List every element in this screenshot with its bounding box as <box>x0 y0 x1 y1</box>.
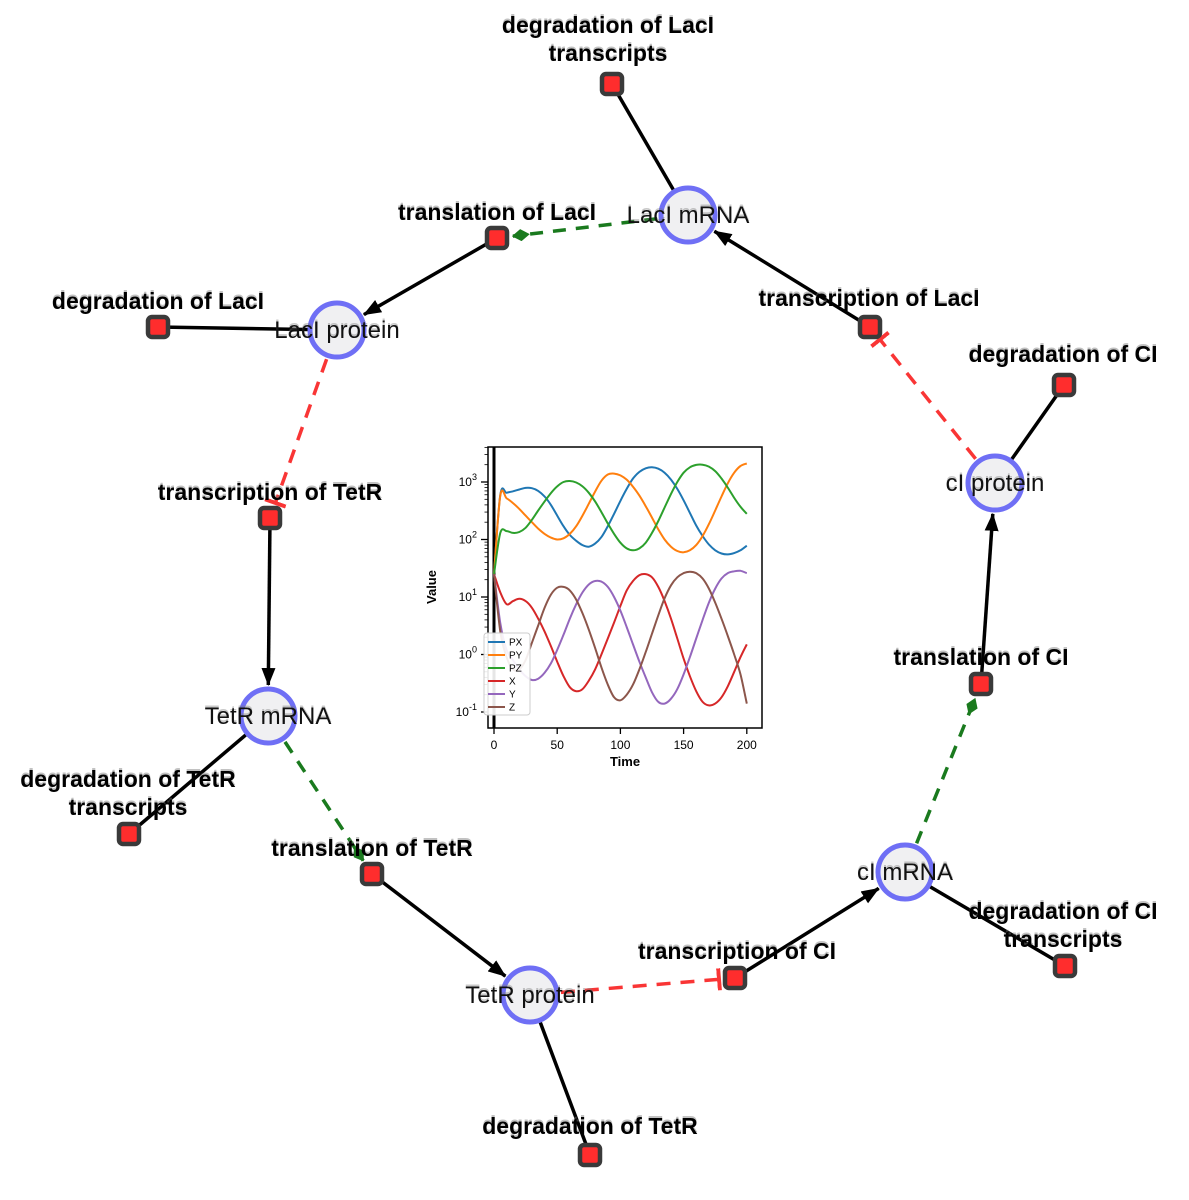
legend-label-X: X <box>509 677 516 688</box>
edge-laci-protein-inhibits-transcription-tetr <box>264 358 329 509</box>
reaction-node-deg-tetr[interactable] <box>577 1142 603 1168</box>
chart-ytick-label: 10-1 <box>456 702 477 719</box>
chart-series-Z <box>493 570 748 704</box>
chart-series-lines <box>493 462 748 707</box>
species-label-tetr-protein: TetR protein <box>465 982 594 1009</box>
legend-label-Y: Y <box>509 690 516 701</box>
species-node-ci-protein[interactable] <box>965 453 1025 513</box>
edge-translation-laci-to-laci-protein <box>363 236 498 317</box>
reaction-node-deg-ci[interactable] <box>1051 372 1077 398</box>
chart-series-PZ <box>493 463 748 575</box>
reaction-label-deg-laci: degradation of LacI <box>52 288 264 314</box>
chart-xtick-label: 0 <box>491 738 498 752</box>
species-node-tetr-mrna[interactable] <box>238 686 298 746</box>
edge-tetr-mrna-to-deg-tetr-transcripts <box>127 714 270 836</box>
chart-legend: PX PY PZ XYZ <box>483 632 531 716</box>
chart-series-PY <box>493 462 748 575</box>
species-label-laci-mrna: LacI mRNA <box>627 202 750 229</box>
reaction-node-deg-ci-transcripts[interactable] <box>1052 953 1078 979</box>
legend-label-PY: PY <box>509 651 523 662</box>
chart-ytick-label: 102 <box>459 530 477 547</box>
edge-transcription-tetr-to-tetr-mrna <box>261 517 276 686</box>
reaction-label-deg-tetr: degradation of TetR <box>482 1113 698 1139</box>
reaction-label-deg-laci-transcripts-1: degradation of LacI <box>502 12 714 38</box>
edge-ci-mrna-modifies-translation-ci <box>914 697 978 844</box>
reaction-label-deg-ci-transcripts-2: transcripts <box>1004 926 1123 952</box>
chart-xlabel: Time <box>610 754 640 769</box>
reaction-node-transcription-laci[interactable] <box>857 314 883 340</box>
chart-ytick-label: 101 <box>459 587 477 604</box>
legend-label-PX: PX <box>509 638 523 649</box>
chart-ylabel: Value <box>424 570 439 604</box>
edge-laci-protein-to-deg-laci <box>157 325 338 332</box>
reaction-node-translation-laci[interactable] <box>484 225 510 251</box>
reaction-label-deg-laci-transcripts-2: transcripts <box>549 40 668 66</box>
reaction-label-deg-ci: degradation of CI <box>968 341 1157 367</box>
reaction-node-deg-laci[interactable] <box>145 314 171 340</box>
edge-translation-tetr-to-tetr-protein <box>370 872 507 978</box>
edge-transcription-laci-to-laci-mrna <box>713 229 871 329</box>
species-label-ci-protein: cI protein <box>946 470 1045 497</box>
edge-laci-mrna-modifies-translation-laci <box>511 216 658 242</box>
reaction-label-deg-ci-transcripts-1: degradation of CI <box>968 898 1157 924</box>
species-node-ci-mrna[interactable] <box>875 842 935 902</box>
reaction-label-transcription-ci: transcription of CI <box>638 938 836 964</box>
reaction-node-deg-laci-transcripts[interactable] <box>599 71 625 97</box>
chart-ytick-label: 103 <box>459 472 477 489</box>
chart-xtick-label: 100 <box>610 738 630 752</box>
species-node-laci-mrna[interactable] <box>658 185 718 245</box>
edge-ci-protein-inhibits-transcription-laci <box>870 331 977 460</box>
chart-ytick-label: 100 <box>459 645 477 662</box>
chart-series-PX <box>493 466 748 575</box>
chart-legend-box <box>483 632 531 716</box>
reaction-label-translation-ci: translation of CI <box>893 644 1068 670</box>
reaction-label-translation-laci: translation of LacI <box>398 199 596 225</box>
species-label-tetr-mrna: TetR mRNA <box>205 703 332 730</box>
edge-transcription-ci-to-ci-mrna <box>734 886 880 980</box>
reaction-label-deg-tetr-transcripts-2: transcripts <box>69 794 188 820</box>
reaction-node-translation-tetr[interactable] <box>359 861 385 887</box>
species-node-laci-protein[interactable] <box>307 300 367 360</box>
reaction-node-transcription-ci[interactable] <box>722 965 748 991</box>
reaction-label-deg-tetr-transcripts-1: degradation of TetR <box>20 766 236 792</box>
species-node-tetr-protein[interactable] <box>500 965 560 1025</box>
reaction-label-translation-tetr: translation of TetR <box>271 835 473 861</box>
chart-xtick-label: 150 <box>674 738 694 752</box>
edge-translation-ci-to-ci-protein <box>979 512 999 685</box>
edge-ci-mrna-to-deg-ci-transcripts <box>904 870 1066 968</box>
chart-xtick-label: 200 <box>737 738 757 752</box>
reaction-label-transcription-tetr: transcription of TetR <box>158 479 383 505</box>
species-label-ci-mrna: cI mRNA <box>857 859 953 886</box>
edge-tetr-protein-inhibits-transcription-ci <box>560 968 722 995</box>
reaction-label-transcription-laci: transcription of LacI <box>758 285 979 311</box>
species-label-laci-protein: LacI protein <box>274 317 399 344</box>
chart-series-X <box>493 572 748 707</box>
reaction-node-translation-ci[interactable] <box>968 671 994 697</box>
legend-label-PZ: PZ <box>509 664 522 675</box>
chart-axes-frame <box>487 446 763 729</box>
chart-xtick-label: 50 <box>551 738 565 752</box>
legend-label-Z: Z <box>509 703 515 714</box>
reaction-node-deg-tetr-transcripts[interactable] <box>116 821 142 847</box>
chart-series-Y <box>493 569 748 705</box>
edge-tetr-mrna-modifies-translation-tetr <box>283 740 365 862</box>
reaction-node-transcription-tetr[interactable] <box>257 505 283 531</box>
